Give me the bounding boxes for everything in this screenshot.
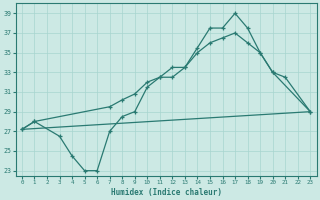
X-axis label: Humidex (Indice chaleur): Humidex (Indice chaleur)	[111, 188, 221, 197]
